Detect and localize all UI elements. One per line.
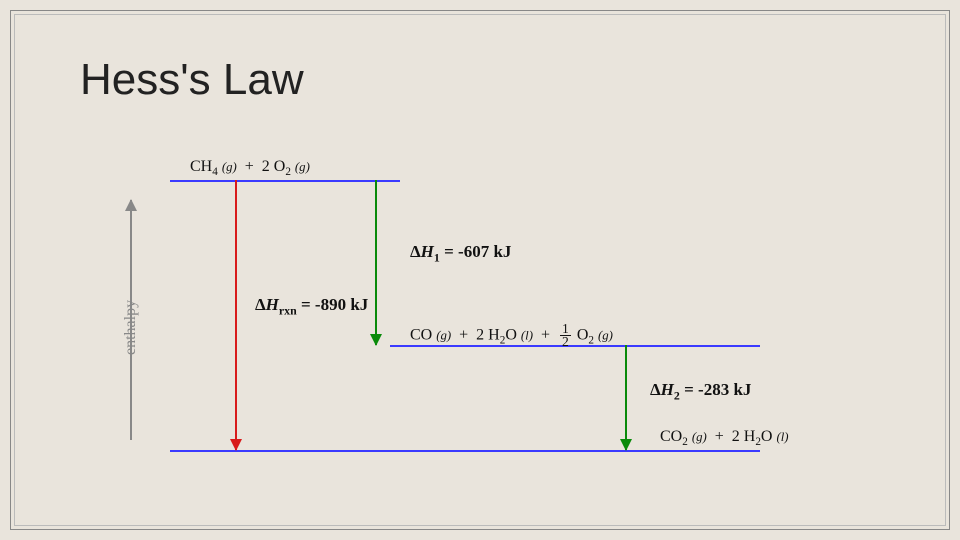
delta-h1-label: ΔH1 = -607 kJ <box>410 242 511 265</box>
level-top-label: CH4 (g) + 2 O2 (g) <box>190 158 310 178</box>
level-bottom-line <box>170 450 760 452</box>
page-title: Hess's Law <box>80 55 304 105</box>
arrow-rxn <box>235 180 237 450</box>
delta-h2-label: ΔH2 = -283 kJ <box>650 380 751 403</box>
enthalpy-axis-label: enthalpy <box>122 300 140 355</box>
level-middle-label: CO (g) + 2 H2O (l) + 12 O2 (g) <box>410 323 613 348</box>
delta-rxn-label: ΔHrxn = -890 kJ <box>255 295 368 318</box>
arrow-h1 <box>375 180 377 345</box>
arrow-h2 <box>625 345 627 450</box>
hess-diagram: enthalpy CH4 (g) + 2 O2 (g) CO (g) + 2 H… <box>90 140 870 500</box>
level-top-line <box>170 180 400 182</box>
level-bottom-label: CO2 (g) + 2 H2O (l) <box>660 428 789 448</box>
